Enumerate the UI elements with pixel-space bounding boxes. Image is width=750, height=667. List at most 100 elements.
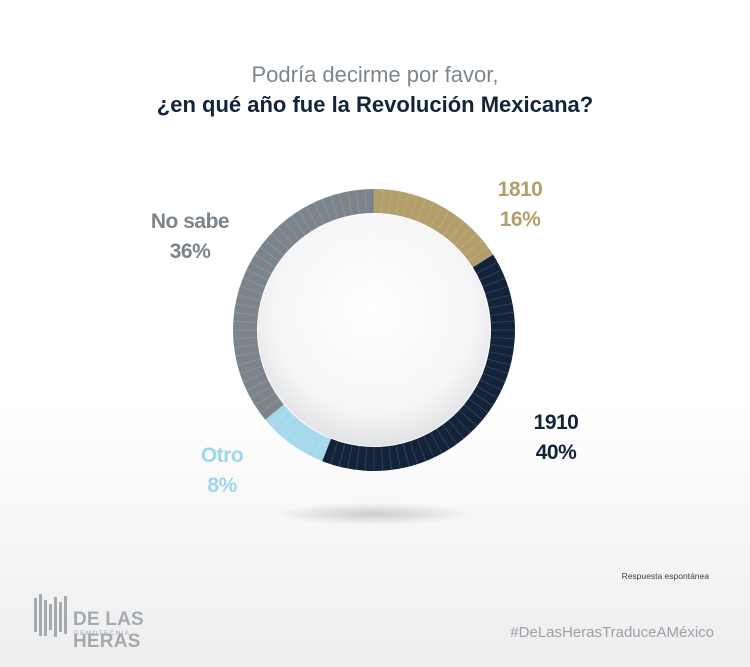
slice-category-1810: 1810 bbox=[497, 178, 543, 201]
ring-texture-tick bbox=[254, 392, 276, 406]
ring-texture-tick bbox=[237, 358, 261, 366]
ring-texture-tick bbox=[347, 191, 353, 216]
ring-texture-tick bbox=[442, 424, 458, 445]
ring-texture-tick bbox=[453, 226, 471, 246]
ring-texture-tick bbox=[259, 246, 280, 262]
slice-value-no-sabe: 36% bbox=[169, 240, 211, 263]
ring-texture-tick bbox=[239, 365, 263, 375]
ring-texture-tick bbox=[458, 233, 478, 251]
ring-texture-tick bbox=[423, 202, 435, 225]
ring-texture-tick bbox=[234, 311, 258, 316]
ring-texture-tick bbox=[254, 254, 276, 268]
chart-tick-lines bbox=[233, 189, 515, 471]
ring-texture-tick bbox=[485, 365, 509, 375]
ring-texture-tick bbox=[472, 392, 494, 406]
ring-texture-tick bbox=[468, 246, 489, 262]
ring-texture-tick bbox=[364, 189, 368, 214]
ring-texture-tick bbox=[402, 193, 410, 217]
ring-texture-tick bbox=[277, 414, 295, 434]
slice-label-1910: 1910 40% bbox=[514, 408, 598, 468]
ring-texture-tick bbox=[270, 233, 290, 251]
ring-texture-tick bbox=[313, 435, 325, 458]
ring-texture-tick bbox=[479, 269, 502, 281]
footnote: Respuesta espontánea bbox=[621, 571, 709, 581]
ring-texture-tick bbox=[290, 424, 306, 445]
ring-texture-tick bbox=[233, 320, 258, 324]
ring-texture-tick bbox=[283, 419, 300, 439]
ring-texture-tick bbox=[487, 294, 511, 302]
hashtag: #DeLasHerasTraduceAMéxico bbox=[510, 624, 714, 641]
slice-label-no-sabe: No sabe 36% bbox=[140, 207, 240, 267]
ring-texture-tick bbox=[476, 385, 498, 399]
ring-texture-tick bbox=[313, 202, 325, 225]
chart-title-line2: ¿en qué año fue la Revolución Mexicana? bbox=[156, 92, 594, 117]
ring-texture-tick bbox=[234, 344, 258, 349]
donut-slice-no-sabe bbox=[233, 188, 374, 420]
ring-texture-tick bbox=[338, 443, 346, 467]
ring-texture-tick bbox=[237, 294, 261, 302]
ring-texture-tick bbox=[235, 303, 260, 309]
ring-texture-tick bbox=[364, 446, 368, 471]
ring-texture-tick bbox=[329, 441, 339, 465]
ring-texture-tick bbox=[305, 206, 319, 228]
ring-texture-tick bbox=[355, 446, 360, 470]
ring-texture-tick bbox=[463, 239, 483, 256]
ring-texture-tick bbox=[305, 432, 319, 454]
logo: DE LAS HERAS DEMOTECNIA bbox=[33, 594, 213, 652]
ring-texture-tick bbox=[338, 193, 346, 217]
ring-texture-tick bbox=[458, 409, 478, 427]
ring-texture-tick bbox=[250, 385, 272, 399]
ring-texture-tick bbox=[482, 372, 506, 383]
ring-texture-tick bbox=[463, 404, 483, 421]
ring-texture-tick bbox=[290, 215, 306, 236]
ring-texture-tick bbox=[246, 379, 269, 391]
ring-texture-tick bbox=[423, 435, 435, 458]
slice-category-otro: Otro bbox=[200, 444, 244, 467]
ring-texture-tick bbox=[476, 261, 498, 275]
ring-texture-tick bbox=[380, 189, 384, 214]
ring-texture-tick bbox=[409, 195, 419, 219]
ring-texture-tick bbox=[453, 414, 471, 434]
ring-texture-tick bbox=[283, 221, 300, 241]
ring-texture-tick bbox=[321, 438, 332, 462]
ring-texture-tick bbox=[479, 379, 502, 391]
ring-texture-tick bbox=[429, 432, 443, 454]
ring-texture-tick bbox=[436, 428, 450, 450]
ring-texture-tick bbox=[416, 198, 427, 222]
ring-texture-tick bbox=[329, 195, 339, 219]
ring-texture-tick bbox=[259, 398, 280, 414]
ring-texture-tick bbox=[265, 239, 285, 256]
ring-texture-tick bbox=[270, 409, 290, 427]
ring-texture-tick bbox=[233, 336, 258, 340]
ring-texture-tick bbox=[395, 191, 401, 216]
ring-texture-tick bbox=[298, 428, 312, 450]
ring-texture-tick bbox=[416, 438, 427, 462]
ring-texture-tick bbox=[409, 441, 419, 465]
ring-texture-tick bbox=[239, 285, 263, 295]
ring-texture-tick bbox=[235, 351, 260, 357]
ring-texture-tick bbox=[250, 261, 272, 275]
ring-texture-tick bbox=[488, 351, 513, 357]
ring-texture-tick bbox=[436, 210, 450, 232]
slice-value-otro: 8% bbox=[207, 474, 237, 497]
ring-texture-tick bbox=[347, 444, 353, 469]
ring-texture-tick bbox=[448, 221, 465, 241]
ring-texture-tick bbox=[490, 336, 515, 340]
ring-texture-tick bbox=[242, 372, 266, 383]
chart-title-line1: Podría decirme por favor, bbox=[251, 62, 499, 87]
slice-category-no-sabe: No sabe bbox=[150, 210, 230, 233]
chart-slices bbox=[233, 188, 515, 471]
donut-inner-disc bbox=[258, 214, 490, 446]
logo-subtitle: DEMOTECNIA bbox=[74, 630, 131, 637]
ring-texture-tick bbox=[246, 269, 269, 281]
slice-label-otro: Otro 8% bbox=[180, 441, 264, 501]
ring-texture-tick bbox=[429, 206, 443, 228]
ring-texture-tick bbox=[355, 190, 360, 214]
ring-texture-tick bbox=[442, 215, 458, 236]
ring-texture-tick bbox=[277, 226, 295, 246]
ring-texture-tick bbox=[472, 254, 494, 268]
ring-texture-tick bbox=[490, 344, 514, 349]
ring-texture-tick bbox=[388, 446, 393, 470]
slice-value-1810: 16% bbox=[499, 208, 541, 231]
